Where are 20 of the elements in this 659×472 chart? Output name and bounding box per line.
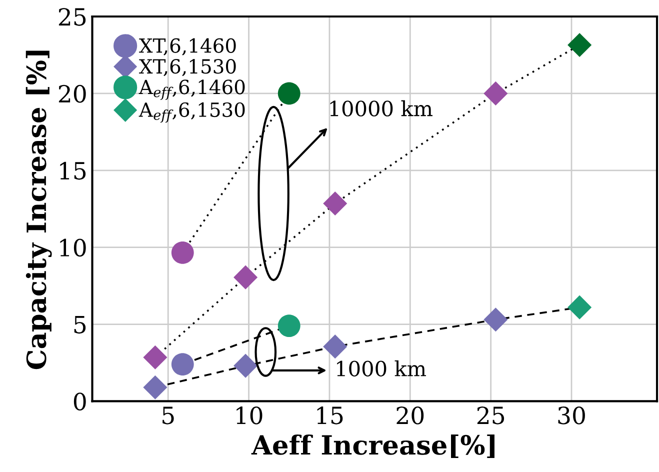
legend-label: A$_{eff}$,6,1530 <box>138 102 245 123</box>
legend-label: XT,6,1460 <box>139 38 236 56</box>
y-tick-label: 15 <box>60 162 86 180</box>
y-axis-title: Capacity Increase [%] <box>26 50 52 370</box>
x-tick-label: 25 <box>477 406 504 424</box>
y-tick-label: 10 <box>60 238 86 257</box>
y-tick-label: 25 <box>58 8 86 26</box>
y-tick-label: 20 <box>58 84 86 103</box>
x-tick-label: 20 <box>396 406 424 424</box>
x-tick-label: 30 <box>558 406 585 424</box>
x-tick-label: 10 <box>236 406 262 424</box>
y-tick-label: 0 <box>74 392 86 411</box>
x-tick-label: 5 <box>162 406 174 424</box>
legend-label: XT,6,1530 <box>139 59 236 76</box>
y-tick-label: 5 <box>74 316 86 334</box>
x-tick-label: 15 <box>317 406 343 424</box>
annotation: 1000 km <box>337 360 426 376</box>
annotation: 10000 km <box>330 100 432 116</box>
x-axis-title: Aeff Increase[%] <box>251 434 494 458</box>
legend-label: A$_{eff}$,6,1460 <box>138 80 245 100</box>
